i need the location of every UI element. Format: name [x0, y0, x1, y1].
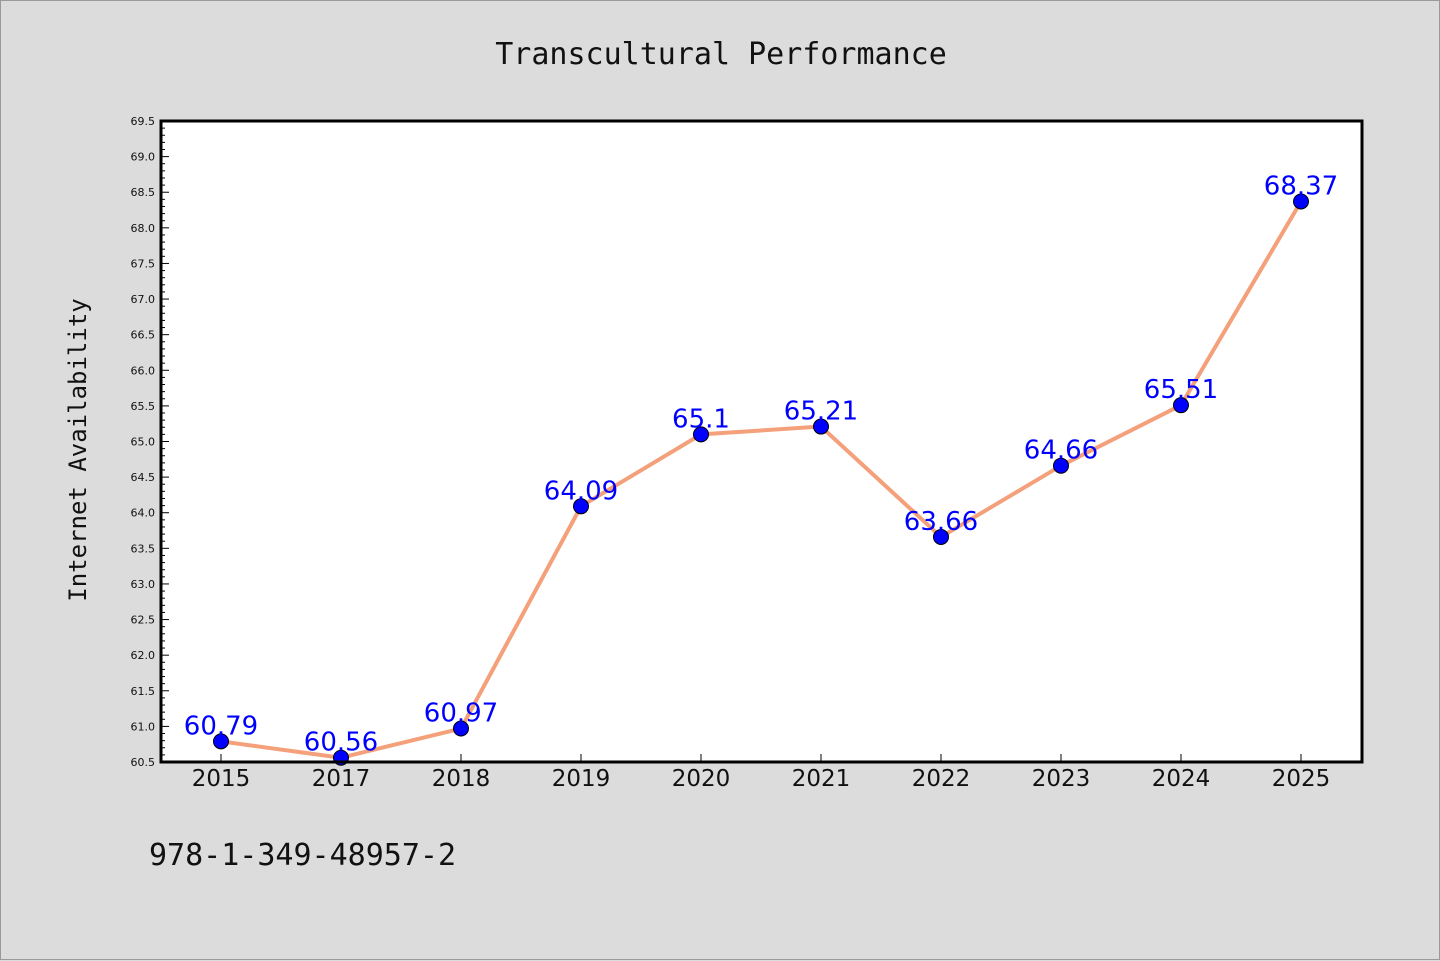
data-label: 63.66: [904, 507, 978, 537]
data-point: [1293, 193, 1309, 210]
data-label: 65.1: [672, 404, 730, 434]
series-group: 60.79 60.56 60.97 64.09 65.1 65.21 63.66 64.66 6…: [184, 171, 1338, 766]
data-point: [453, 720, 469, 737]
x-tick-label: 2019: [552, 766, 611, 792]
x-tick-label: 2018: [432, 766, 491, 792]
y-tick-label: 69.0: [131, 151, 156, 164]
y-tick-label: 65.5: [131, 400, 156, 413]
y-tick-label: 64.0: [131, 507, 156, 520]
x-tick-label: 2020: [672, 766, 731, 792]
y-tick-label: 67.5: [131, 257, 156, 270]
series-line: [220, 200, 1303, 760]
y-tick-label: 60.5: [131, 756, 156, 769]
x-tick-label: 2017: [312, 766, 371, 792]
data-label: 60.56: [304, 728, 378, 758]
data-label: 65.21: [784, 397, 858, 427]
data-point: [213, 733, 229, 750]
y-tick-label: 61.5: [131, 685, 156, 698]
data-point: [933, 528, 949, 545]
data-label: 64.66: [1024, 436, 1098, 466]
y-tick-label: 65.0: [131, 436, 156, 449]
x-tick-label: 2022: [912, 766, 971, 792]
y-tick-label: 63.5: [131, 542, 156, 555]
x-tick-label: 2025: [1272, 766, 1331, 792]
data-point: [573, 498, 589, 515]
data-label: 60.97: [424, 699, 498, 729]
data-point: [1053, 457, 1069, 474]
y-tick-label: 67.0: [131, 293, 156, 306]
y-tick-label: 68.5: [131, 186, 156, 199]
data-label: 64.09: [544, 476, 618, 506]
x-tick-label: 2021: [792, 766, 851, 792]
data-point: [693, 426, 709, 443]
y-tick-label: 62.0: [131, 649, 156, 662]
x-tick-label: 2024: [1152, 766, 1211, 792]
data-label: 65.51: [1144, 375, 1218, 405]
data-label: 68.37: [1264, 171, 1338, 201]
y-tick-label: 64.5: [131, 471, 156, 484]
y-axis-label: Internet Availability: [64, 298, 92, 601]
y-tick-label: 61.0: [131, 720, 156, 733]
x-tick-label: 2023: [1032, 766, 1091, 792]
y-tick-label: 62.5: [131, 614, 156, 627]
y-tick-label: 68.0: [131, 222, 156, 235]
data-point: [813, 418, 829, 435]
data-label: 60.79: [184, 711, 258, 741]
plot-area: [161, 121, 1362, 762]
isbn-note: 978-1-349-48957-2: [149, 838, 456, 873]
x-axis-ticks: 2015 2017 2018 2019 2020 2021 2022 2023 2024 2025: [192, 754, 1331, 792]
x-tick-label: 2015: [192, 766, 251, 792]
plot-frame: [159, 119, 1364, 764]
y-tick-label: 66.5: [131, 329, 156, 342]
y-tick-label: 66.0: [131, 364, 156, 377]
y-tick-label: 69.5: [131, 115, 156, 128]
data-point: [1173, 397, 1189, 414]
y-tick-label: 63.0: [131, 578, 156, 591]
chart-title: Transcultural Performance: [495, 37, 947, 72]
